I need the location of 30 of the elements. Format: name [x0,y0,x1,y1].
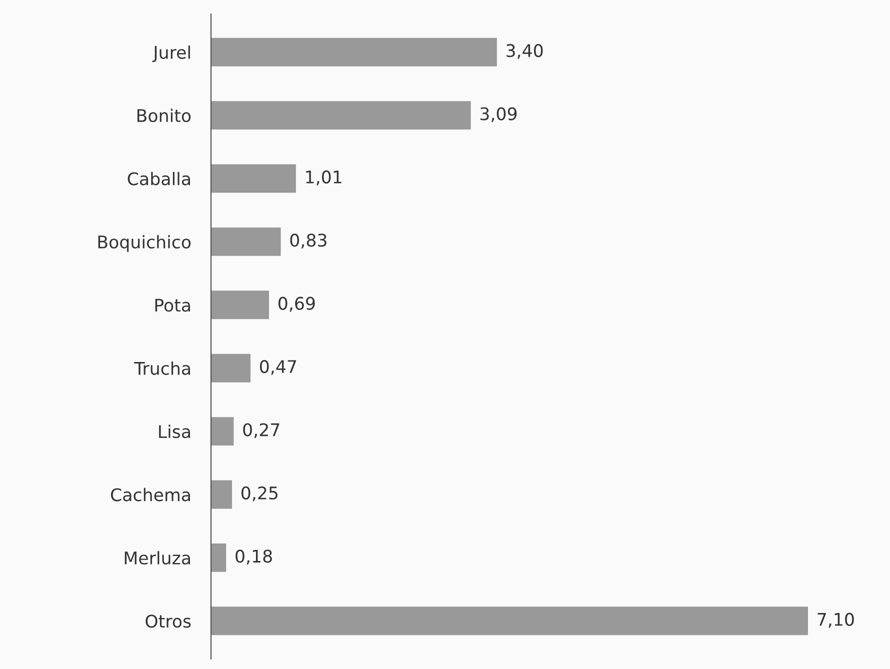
y-tick-label: Jurel [152,46,190,62]
bar [211,101,471,130]
data-label: 0,47 [260,360,296,375]
bar [211,417,234,446]
data-label: 1,01 [306,170,342,186]
y-tick-label: Caballa [128,172,190,186]
data-label: 0,83 [290,234,326,249]
y-tick-label: Lisa [159,424,190,438]
y-tick-label: Boquichico [98,235,191,252]
y-tick-label: Bonito [137,108,191,122]
bar [211,290,270,320]
y-tick-label: Pota [155,298,190,312]
bar [211,480,232,509]
bar [211,164,296,193]
y-tick-label: Merluza [124,551,190,565]
data-label: 0,69 [278,296,315,312]
data-label: 3,09 [480,107,517,122]
data-label: 0,18 [236,550,272,564]
y-tick-label: Trucha [134,362,190,375]
data-label: 3,40 [506,44,543,59]
y-tick-label: Cachema [110,488,190,502]
data-label: 0,27 [243,423,280,438]
bar [211,543,226,572]
bar [211,38,497,66]
bar [211,227,281,256]
bar [211,606,808,636]
data-label: 0,25 [242,486,278,502]
data-label: 7,10 [818,612,854,628]
bar [211,354,251,382]
y-tick-label: Otros [146,614,191,628]
